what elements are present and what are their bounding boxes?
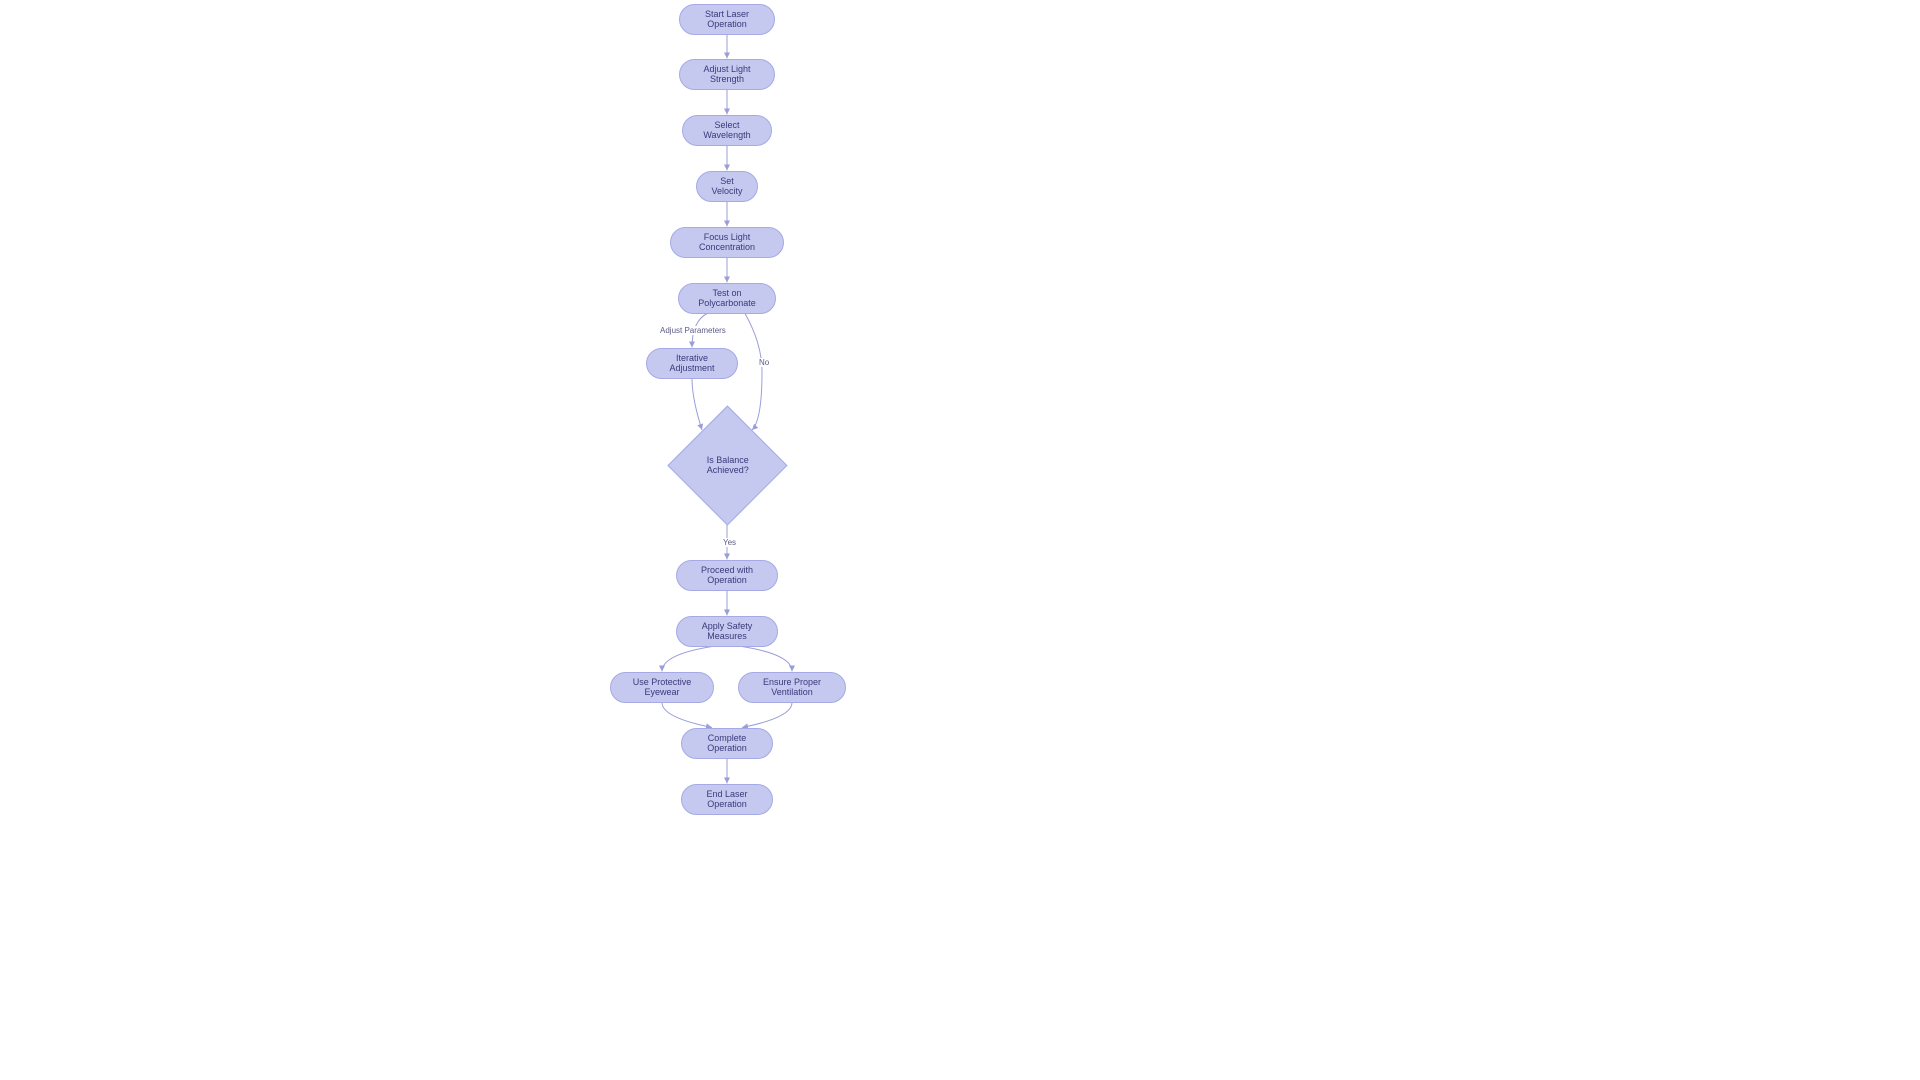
flowchart-edges bbox=[0, 0, 1920, 1080]
edge-label: No bbox=[757, 358, 771, 367]
node-n8: Is Balance Achieved? bbox=[667, 405, 787, 525]
node-label-n1: Start Laser Operation bbox=[690, 9, 764, 29]
node-n4: Set Velocity bbox=[696, 171, 758, 202]
node-n1: Start Laser Operation bbox=[679, 4, 775, 35]
node-label-n11: Use Protective Eyewear bbox=[621, 677, 703, 697]
node-label-n13: Complete Operation bbox=[692, 733, 762, 753]
node-label-n5: Focus Light Concentration bbox=[681, 232, 773, 252]
node-label-n7: Iterative Adjustment bbox=[657, 353, 727, 373]
node-label-n2: Adjust Light Strength bbox=[690, 64, 764, 84]
node-n2: Adjust Light Strength bbox=[679, 59, 775, 90]
node-label-n12: Ensure Proper Ventilation bbox=[749, 677, 835, 697]
node-n14: End Laser Operation bbox=[681, 784, 773, 815]
edge-label: Yes bbox=[721, 538, 738, 547]
node-label-n4: Set Velocity bbox=[707, 176, 747, 196]
node-n6: Test on Polycarbonate bbox=[678, 283, 776, 314]
node-n10: Apply Safety Measures bbox=[676, 616, 778, 647]
edge-label: Adjust Parameters bbox=[658, 326, 728, 335]
node-label-n10: Apply Safety Measures bbox=[687, 621, 767, 641]
node-n5: Focus Light Concentration bbox=[670, 227, 784, 258]
node-n13: Complete Operation bbox=[681, 728, 773, 759]
node-n11: Use Protective Eyewear bbox=[610, 672, 714, 703]
node-n9: Proceed with Operation bbox=[676, 560, 778, 591]
node-label-n6: Test on Polycarbonate bbox=[689, 288, 765, 308]
node-label-n8: Is Balance Achieved? bbox=[686, 455, 769, 475]
node-label-n14: End Laser Operation bbox=[692, 789, 762, 809]
node-n12: Ensure Proper Ventilation bbox=[738, 672, 846, 703]
node-n3: Select Wavelength bbox=[682, 115, 772, 146]
node-n7: Iterative Adjustment bbox=[646, 348, 738, 379]
node-label-n3: Select Wavelength bbox=[693, 120, 761, 140]
node-label-n9: Proceed with Operation bbox=[687, 565, 767, 585]
